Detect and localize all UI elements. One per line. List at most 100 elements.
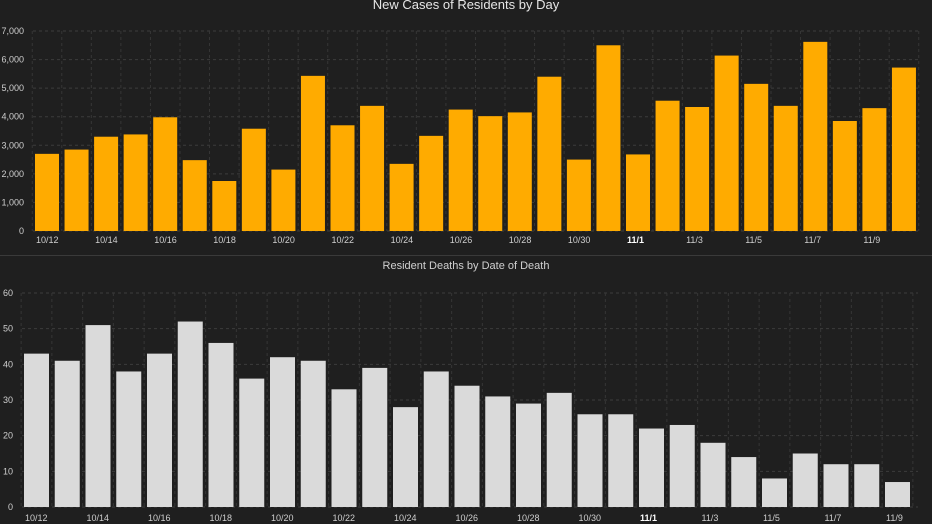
x-tick-label: 11/5 [745,235,762,245]
x-tick-label: 10/14 [87,513,110,523]
bar[interactable] [331,389,357,507]
chart-divider [0,255,932,256]
bar[interactable] [24,353,49,507]
bar[interactable] [608,414,634,507]
x-tick-label: 10/16 [148,513,171,523]
bar[interactable] [714,55,739,232]
bar[interactable] [700,442,726,507]
x-tick-label: 10/22 [333,513,356,523]
bar[interactable] [803,41,828,231]
x-tick-label: 10/28 [517,513,540,523]
x-tick-label: 10/26 [456,513,479,523]
y-tick-label: 0 [19,226,24,236]
deaths-chart-title: Resident Deaths by Date of Death [382,260,550,272]
bar[interactable] [85,325,111,507]
bar[interactable] [94,136,119,231]
x-tick-label: 10/30 [579,513,602,523]
bar[interactable] [147,353,172,507]
x-tick-label: 10/18 [210,513,233,523]
bar[interactable] [239,378,265,507]
bar[interactable] [773,105,798,231]
bar[interactable] [669,424,695,507]
y-tick-label: 10 [3,466,13,476]
bar[interactable] [241,128,266,231]
y-tick-label: 4,000 [1,112,24,122]
bar[interactable] [208,342,234,507]
y-tick-label: 7,000 [1,26,24,36]
bar[interactable] [507,112,532,231]
x-tick-label: 11/1 [640,513,657,523]
bar[interactable] [182,160,207,231]
bar[interactable] [639,428,664,507]
bar[interactable] [516,403,541,507]
bar[interactable] [64,149,89,231]
bar[interactable] [389,163,414,231]
bar[interactable] [577,414,603,507]
bar[interactable] [744,83,769,231]
bar[interactable] [300,360,326,507]
bar[interactable] [885,482,910,507]
bar[interactable] [655,100,680,231]
cases-chart-title: New Cases of Residents by Day [372,0,560,12]
bar[interactable] [362,367,388,507]
x-tick-label: 11/7 [804,235,821,245]
bar[interactable] [271,169,296,231]
bar[interactable] [54,360,80,507]
bar[interactable] [685,107,710,231]
bar[interactable] [419,135,444,231]
y-tick-label: 60 [3,288,13,298]
bar[interactable] [116,371,142,507]
x-tick-label: 11/7 [825,513,842,523]
bar[interactable] [177,321,203,507]
y-tick-label: 1,000 [1,197,24,207]
bar[interactable] [478,116,503,231]
x-tick-label: 11/3 [686,235,703,245]
y-tick-label: 0 [8,502,13,512]
bar[interactable] [891,67,916,231]
bar[interactable] [854,464,880,507]
bar[interactable] [862,108,887,231]
x-tick-label: 10/12 [25,513,48,523]
x-tick-label: 11/1 [627,235,644,245]
bar[interactable] [360,105,385,231]
x-tick-label: 11/9 [886,513,903,523]
x-tick-label: 10/24 [391,235,414,245]
bar[interactable] [153,117,178,231]
bar[interactable] [300,75,325,231]
x-tick-label: 10/24 [394,513,417,523]
bar[interactable] [596,45,621,232]
x-tick-label: 10/12 [36,235,59,245]
y-tick-label: 3,000 [1,140,24,150]
bar[interactable] [823,464,849,507]
y-tick-label: 30 [3,395,13,405]
x-tick-label: 11/9 [863,235,880,245]
bar[interactable] [731,457,757,507]
y-tick-label: 20 [3,431,13,441]
y-tick-label: 2,000 [1,169,24,179]
cases-bar-chart: 0 1,000 2,000 3,000 4,000 5,000 6,000 7,000 10/1… [1,26,920,245]
bar[interactable] [762,478,787,507]
bar[interactable] [123,134,148,231]
bar[interactable] [212,181,237,231]
bar[interactable] [537,76,562,231]
bar[interactable] [330,125,355,231]
x-tick-label: 10/16 [154,235,177,245]
bar[interactable] [566,159,591,231]
bar[interactable] [792,453,818,508]
bar[interactable] [485,396,511,507]
y-tick-label: 6,000 [1,55,24,65]
bar[interactable] [448,109,473,231]
x-tick-label: 11/3 [702,513,719,523]
x-tick-label: 10/26 [450,235,473,245]
bar[interactable] [626,154,650,231]
bar[interactable] [270,357,295,507]
y-tick-label: 40 [3,359,13,369]
bar[interactable] [393,407,418,507]
bar[interactable] [546,392,572,507]
bar[interactable] [423,371,449,507]
x-tick-label: 10/14 [95,235,118,245]
bar[interactable] [454,385,480,507]
bar[interactable] [832,121,857,231]
bar[interactable] [35,153,59,231]
